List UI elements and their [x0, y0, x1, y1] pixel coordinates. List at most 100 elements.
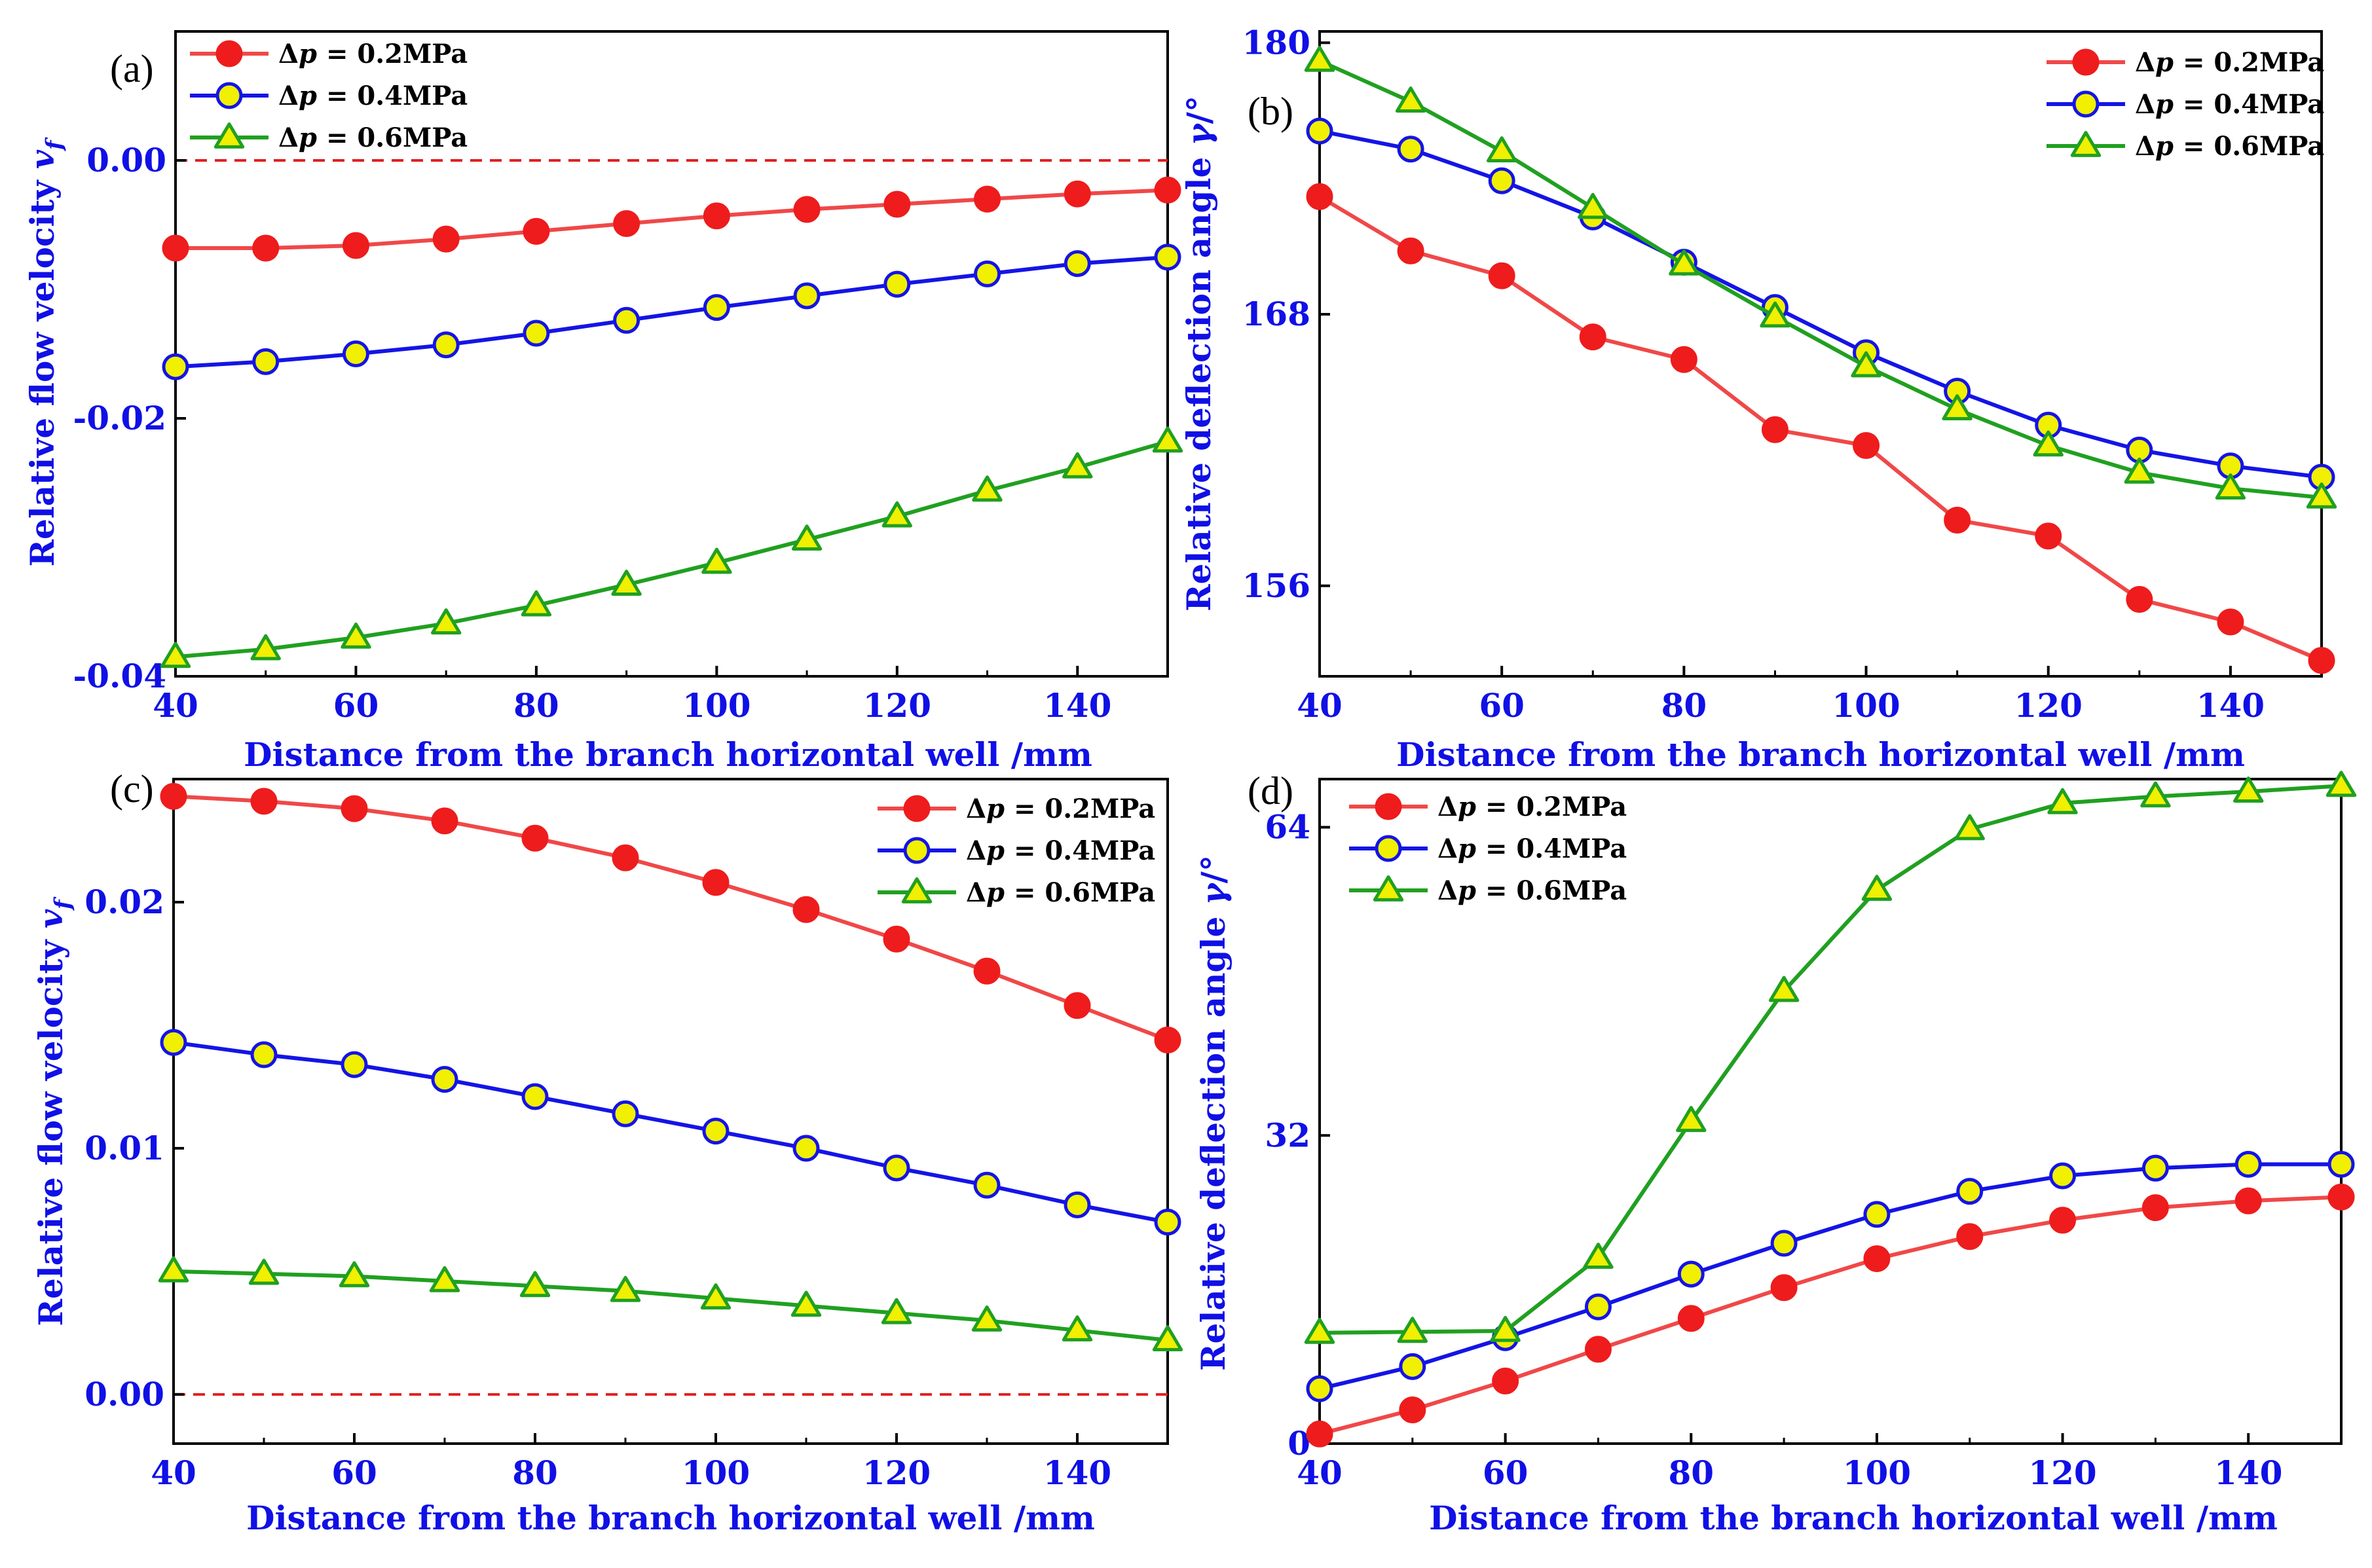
- data-point: [519, 1271, 551, 1298]
- data-point: [791, 524, 823, 551]
- panel-label: (a): [110, 47, 154, 90]
- plot-frame: [172, 778, 1169, 1445]
- data-point: [2124, 457, 2155, 484]
- y-axis-label-text: Relative flow velocity: [31, 928, 70, 1326]
- y-axis-label-text: Relative deflection angle: [1179, 145, 1218, 611]
- data-point: [1863, 1245, 1891, 1273]
- data-point: [793, 196, 821, 223]
- data-point: [612, 1100, 639, 1127]
- legend-delta: Δ: [278, 122, 299, 153]
- data-point: [1942, 394, 1973, 420]
- data-point: [1488, 262, 1515, 289]
- legend-label: Δp = 0.2MPa: [1437, 792, 1627, 822]
- series-line: [173, 1040, 1168, 1224]
- legend-marker: [215, 40, 243, 67]
- data-point: [1761, 416, 1788, 443]
- legend-p: p: [1458, 833, 1476, 864]
- x-tick-label: 60: [333, 686, 379, 725]
- legend-marker: [213, 122, 245, 149]
- data-point: [1861, 875, 1893, 901]
- panel-c: 40 60 80 100 120 140 0.00 0.01 0.02 Distance from…: [31, 767, 1183, 1537]
- x-tick-label: 100: [1832, 686, 1900, 725]
- x-tick-label: 140: [1043, 686, 1111, 725]
- data-point: [613, 210, 640, 238]
- y-axis-label-subscript: f: [50, 896, 76, 911]
- data-point: [1676, 1106, 1707, 1133]
- y-tick-label: -0.04: [73, 657, 166, 695]
- legend-p: p: [2155, 89, 2174, 120]
- series-2: [160, 1029, 1181, 1236]
- plot-frame: [1318, 30, 2323, 678]
- data-point: [2049, 1162, 2077, 1190]
- y-axis-label-variable: v: [23, 149, 62, 169]
- data-point: [248, 1258, 280, 1285]
- data-point: [1578, 192, 1608, 219]
- series-line: [1318, 194, 2323, 663]
- legend-label: Δp = 0.6MPa: [1437, 875, 1627, 906]
- data-point: [432, 331, 460, 359]
- panel-label: (c): [110, 767, 154, 811]
- data-point: [881, 501, 912, 528]
- data-point: [1152, 1325, 1183, 1351]
- y-tick-label: 156: [1242, 566, 1310, 605]
- legend-delta: Δ: [2135, 89, 2155, 120]
- legend-value: = 0.2MPa: [2174, 47, 2324, 78]
- data-point: [341, 795, 368, 822]
- data-point: [1154, 176, 1181, 204]
- data-point: [432, 225, 460, 253]
- data-point: [974, 260, 1001, 287]
- data-point: [2033, 430, 2064, 457]
- legend-label: Δp = 0.2MPa: [2135, 47, 2324, 78]
- series-3: [158, 1256, 1183, 1351]
- data-point: [1487, 136, 1517, 162]
- legend-delta: Δ: [966, 835, 986, 866]
- data-point: [1397, 136, 1424, 163]
- data-point: [1670, 346, 1697, 373]
- x-tick-label: 140: [2214, 1453, 2282, 1492]
- y-tick-label: 0.00: [86, 141, 166, 179]
- series-2: [1306, 117, 2335, 491]
- data-point: [2049, 1207, 2077, 1234]
- legend-label: Δp = 0.2MPa: [278, 39, 468, 69]
- legend-delta: Δ: [1437, 833, 1458, 864]
- x-tick-label: 140: [2196, 686, 2265, 725]
- legend-delta: Δ: [966, 877, 986, 908]
- data-point: [1669, 249, 1699, 276]
- series-1: [162, 176, 1181, 262]
- legend-value: = 0.4MPa: [317, 81, 468, 111]
- data-point: [1062, 1315, 1093, 1341]
- data-point: [1853, 431, 1880, 459]
- y-tick-label: 0.02: [84, 883, 164, 921]
- x-tick-label: 40: [153, 686, 198, 725]
- x-tick-label: 120: [863, 686, 931, 725]
- legend-delta: Δ: [1437, 792, 1458, 822]
- series-1: [160, 782, 1181, 1053]
- x-tick-label: 120: [862, 1453, 931, 1492]
- y-tick-label: 64: [1265, 808, 1310, 847]
- data-point: [431, 807, 458, 835]
- data-point: [2233, 776, 2264, 803]
- data-point: [610, 1275, 641, 1302]
- series-line: [176, 188, 1168, 250]
- series-line: [1319, 1162, 2341, 1391]
- data-point: [973, 1171, 1001, 1199]
- x-tick-label: 80: [1668, 1453, 1714, 1492]
- y-axis-label-variable: γ: [1179, 122, 1218, 145]
- data-point: [1304, 1317, 1335, 1344]
- data-point: [1064, 250, 1091, 278]
- data-point: [1770, 1230, 1798, 1257]
- legend-marker: [2072, 48, 2100, 76]
- legend-label: Δp = 0.4MPa: [966, 835, 1155, 866]
- y-axis-label-text: Relative flow velocity: [23, 169, 62, 566]
- x-tick-label: 80: [513, 686, 559, 725]
- legend-marker: [1375, 793, 1402, 820]
- legend-value: = 0.6MPa: [1005, 877, 1155, 908]
- data-point: [883, 925, 910, 953]
- data-point: [252, 234, 280, 262]
- data-point: [792, 896, 820, 923]
- data-point: [1583, 1243, 1614, 1269]
- data-point: [1397, 1317, 1428, 1343]
- data-point: [2126, 585, 2153, 613]
